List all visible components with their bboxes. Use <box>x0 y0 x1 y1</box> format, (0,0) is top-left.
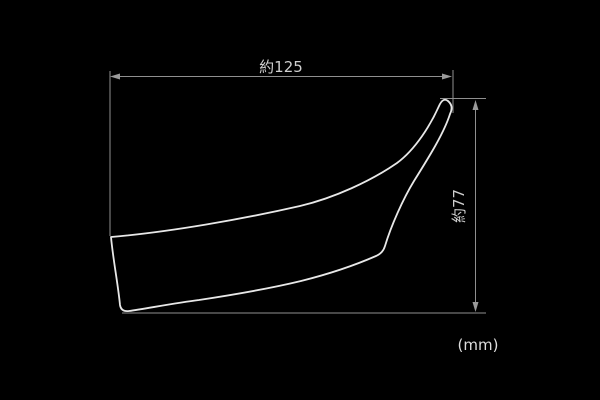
width-dimension: 約125 <box>109 58 454 236</box>
height-dimension-label: 約77 <box>450 189 468 223</box>
height-dimension: 約77 <box>122 98 486 314</box>
width-dimension-label: 約125 <box>259 58 303 76</box>
arrow-up-icon <box>472 100 479 110</box>
units-label: (mm) <box>458 336 499 354</box>
arrow-right-icon <box>442 73 452 80</box>
part-outline <box>110 98 453 313</box>
arrow-left-icon <box>110 73 120 80</box>
arrow-down-icon <box>472 302 479 312</box>
